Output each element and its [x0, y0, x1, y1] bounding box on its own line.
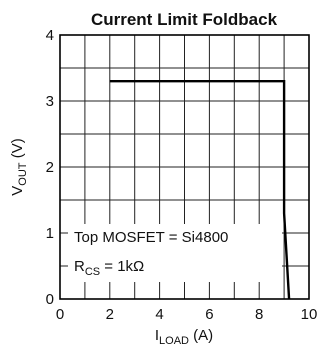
y-tick-label: 1: [46, 225, 54, 242]
y-tick-label: 0: [46, 291, 54, 308]
plot-frame: [59, 34, 310, 300]
y-tick-label: 2: [46, 159, 54, 176]
annotation-background: [68, 224, 282, 282]
x-tick-label: 2: [106, 306, 114, 323]
series-layer: [109, 79, 291, 300]
annotation-mosfet: Top MOSFET = Si4800: [74, 229, 228, 246]
x-tick-label: 8: [255, 306, 263, 323]
x-tick-label: 4: [155, 306, 163, 323]
annotation-rcs-main: R: [74, 258, 85, 275]
x-axis-label-unit: (A): [189, 327, 213, 344]
annotation-rcs: RCS = 1kΩ: [74, 258, 144, 278]
y-axis-label-main: V: [9, 186, 26, 196]
y-tick-label: 3: [46, 93, 54, 110]
chart-title: Current Limit Foldback: [91, 10, 278, 29]
y-axis-label-sub: OUT: [17, 162, 29, 186]
annotation-rcs-sub: CS: [85, 266, 100, 278]
x-axis-label: ILOAD (A): [155, 327, 213, 347]
y-tick-label: 4: [46, 27, 54, 44]
series-line: [109, 79, 291, 300]
y-axis-label-unit: (V): [9, 138, 26, 162]
x-tick-label: 10: [301, 306, 318, 323]
y-tick-labels: 0 1 2 3 4: [46, 27, 54, 308]
x-tick-labels: 0 2 4 6 8 10: [56, 306, 318, 323]
annotation-rcs-rest: = 1kΩ: [100, 258, 144, 275]
x-axis-label-main: I: [155, 327, 159, 344]
x-axis-label-sub: LOAD: [159, 335, 189, 347]
y-axis-label: VOUT (V): [9, 138, 29, 195]
x-tick-label: 6: [205, 306, 213, 323]
x-tick-label: 0: [56, 306, 64, 323]
